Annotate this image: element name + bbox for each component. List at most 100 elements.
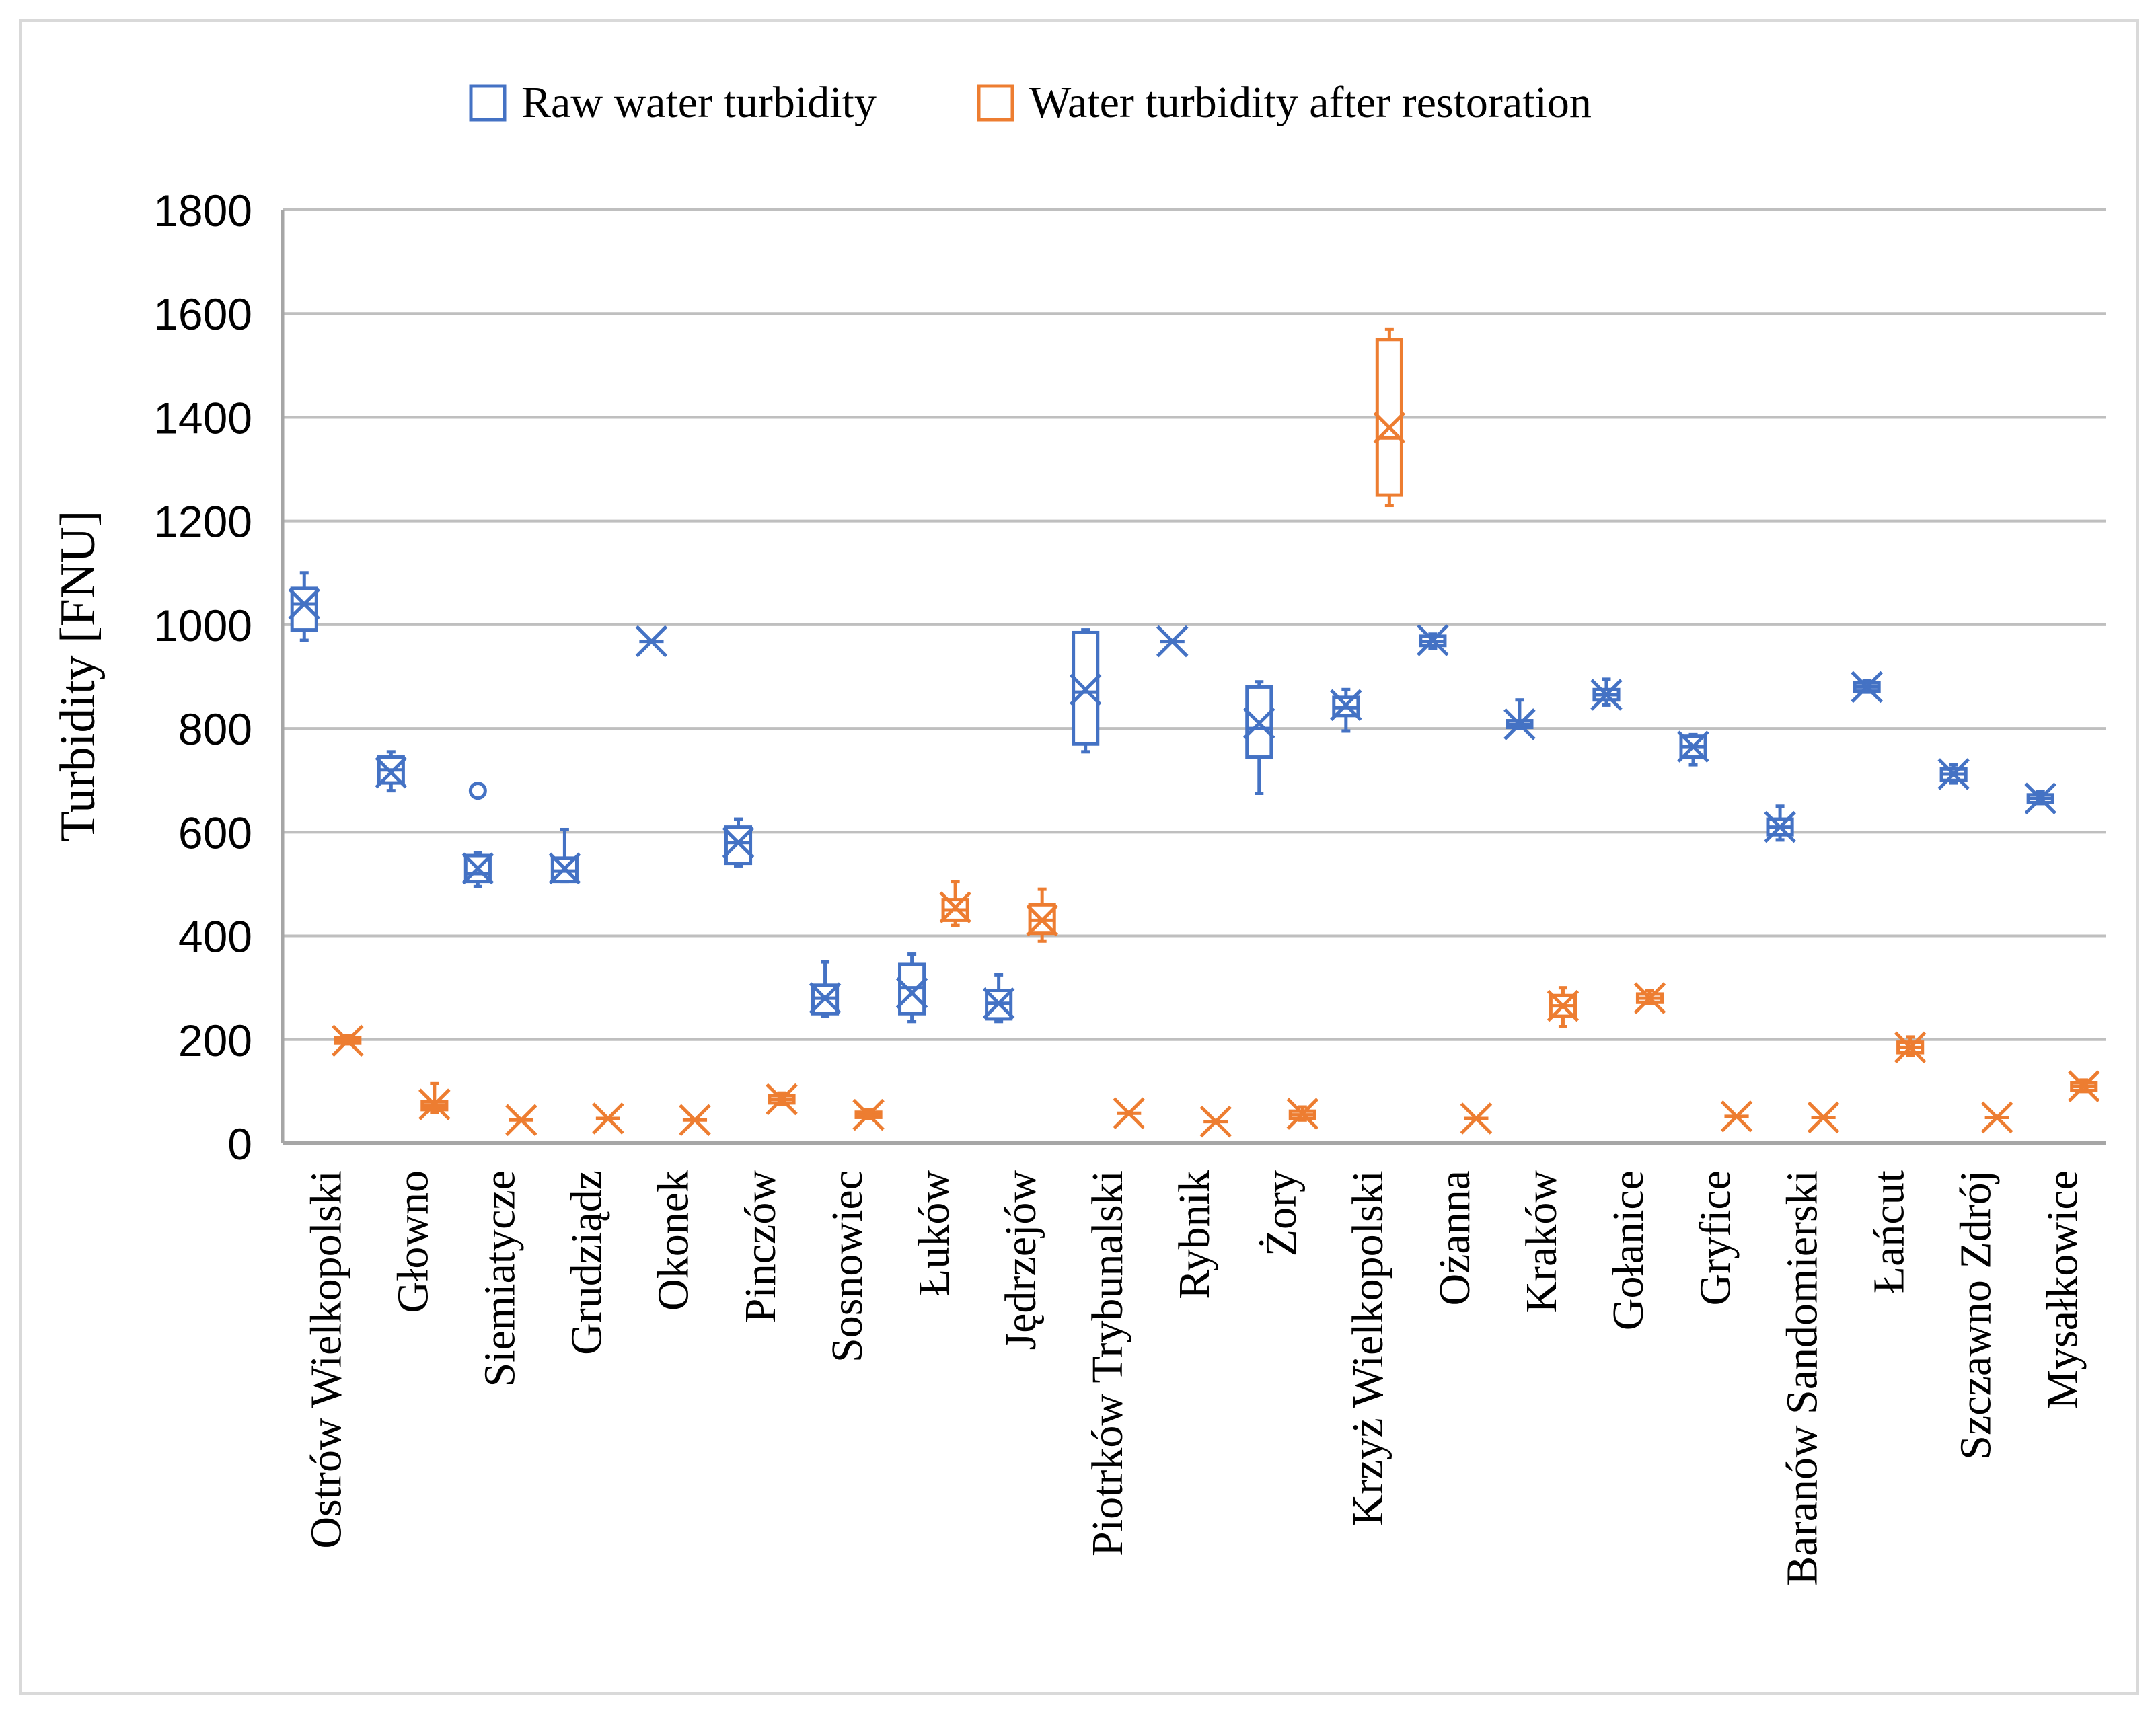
- y-tick-label: 1000: [153, 601, 252, 650]
- x-tick-label: Jędrzejów: [996, 1170, 1045, 1350]
- x-tick-label: Ostrów Wielkopolski: [302, 1170, 351, 1549]
- box-raw-2: [461, 782, 494, 888]
- mean-marker: [1807, 1101, 1840, 1134]
- x-tick-label-group: Gryfice: [1690, 1170, 1740, 1306]
- mean-marker: [1720, 1100, 1753, 1133]
- mean-marker: [505, 1104, 537, 1137]
- x-tick-label-group: Grudziądz: [562, 1170, 611, 1355]
- box-after-15: [1633, 982, 1666, 1014]
- x-tick-label-group: Jędrzejów: [996, 1170, 1045, 1350]
- mean-marker: [1026, 904, 1058, 937]
- x-tick-label-group: Rybnik: [1170, 1170, 1219, 1299]
- mean-marker: [1851, 671, 1883, 703]
- x-tick-label: Rybnik: [1170, 1170, 1219, 1299]
- box-raw-13: [1417, 624, 1449, 656]
- outlier-point: [468, 782, 487, 800]
- mean-marker: [982, 987, 1015, 1020]
- legend-item-raw: Raw water turbidity: [469, 78, 877, 127]
- x-tick-label-group: Szczawno Zdrój: [1951, 1170, 2000, 1460]
- axes: [281, 210, 2106, 1145]
- box-after-17: [1807, 1101, 1840, 1134]
- mean-marker: [375, 756, 408, 789]
- mean-marker: [1503, 708, 1536, 740]
- box-after-11: [1286, 1098, 1319, 1130]
- mean-marker: [1460, 1102, 1493, 1135]
- x-tick-label-group: Łuków: [909, 1170, 959, 1296]
- x-tick-label: Grudziądz: [562, 1170, 611, 1355]
- mean-marker: [1547, 989, 1579, 1022]
- box-raw-4: [635, 625, 668, 658]
- x-tick-label-group: Ostrów Wielkopolski: [302, 1170, 351, 1549]
- box-after-20: [2067, 1070, 2100, 1102]
- mean-marker: [548, 852, 581, 885]
- mean-marker: [332, 1024, 364, 1057]
- box-raw-8: [982, 973, 1015, 1024]
- x-tick-label-group: Żory: [1257, 1170, 1306, 1256]
- x-tick-label-group: Łańcut: [1864, 1170, 1913, 1293]
- x-tick-label: Gryfice: [1690, 1170, 1740, 1306]
- mean-marker: [1069, 673, 1102, 706]
- x-tick-label: Sosnowiec: [823, 1170, 872, 1363]
- mean-marker: [1417, 624, 1449, 656]
- box-after-19: [1980, 1101, 2013, 1134]
- mean-marker: [2067, 1070, 2100, 1102]
- box-after-5: [766, 1083, 798, 1116]
- box-after-0: [332, 1024, 364, 1057]
- y-tick-label: 800: [178, 704, 252, 754]
- chart-frame: [19, 19, 2139, 1695]
- y-tick-label: 1600: [153, 289, 252, 339]
- mean-marker: [418, 1088, 451, 1120]
- box-after-18: [1894, 1031, 1927, 1064]
- box-raw-1: [375, 750, 408, 793]
- box-after-8: [1026, 887, 1058, 943]
- mean-marker: [461, 852, 494, 885]
- x-tick-label: Gołanice: [1604, 1170, 1653, 1330]
- mean-marker: [1894, 1031, 1927, 1064]
- mean-marker: [1980, 1101, 2013, 1134]
- mean-marker: [1243, 707, 1275, 740]
- x-tick-label-group: Okonek: [649, 1170, 698, 1311]
- y-tick-label: 200: [178, 1016, 252, 1065]
- x-tick-label-group: Gołanice: [1604, 1170, 1653, 1330]
- box-after-3: [592, 1102, 624, 1135]
- x-tick-label-group: Baranów Sandomierski: [1777, 1170, 1826, 1586]
- x-tick-label: Głowno: [389, 1170, 438, 1313]
- x-tick-label: Krzyż Wielkopolski: [1343, 1170, 1392, 1527]
- legend-swatch: [977, 84, 1014, 122]
- legend-swatch: [469, 84, 507, 122]
- box-raw-10: [1156, 625, 1189, 658]
- box-after-4: [679, 1104, 711, 1137]
- x-tick-label: Siemiatycze: [476, 1170, 525, 1387]
- legend-label: Raw water turbidity: [521, 78, 877, 127]
- x-tick-label: Okonek: [649, 1170, 698, 1311]
- box-series: [288, 327, 2100, 1138]
- box-raw-11: [1243, 680, 1275, 795]
- mean-marker: [1633, 982, 1666, 1014]
- box-raw-6: [809, 960, 842, 1018]
- gridlines: [283, 208, 2106, 1041]
- mean-marker: [2024, 782, 2056, 814]
- x-tick-label-group: Mysałkowice: [2038, 1170, 2087, 1410]
- mean-marker: [939, 891, 971, 923]
- legend: Raw water turbidity Water turbidity after…: [469, 78, 1592, 127]
- x-tick-label: Baranów Sandomierski: [1777, 1170, 1826, 1586]
- x-tick-label-group: Kraków: [1517, 1170, 1566, 1313]
- box-raw-0: [288, 571, 321, 642]
- y-tick-label: 400: [178, 912, 252, 962]
- x-tick-label: Kraków: [1517, 1170, 1566, 1313]
- mean-marker: [635, 625, 668, 658]
- y-tick-labels: 0 200 400 600 800 1000 1200 1400 1600 1800: [153, 186, 252, 1169]
- y-tick-label: 600: [178, 808, 252, 858]
- mean-marker: [1286, 1098, 1319, 1130]
- x-tick-label-group: Krzyż Wielkopolski: [1343, 1170, 1392, 1527]
- box-raw-20: [2024, 782, 2056, 814]
- x-tick-label: Piotrków Trybunalski: [1083, 1170, 1132, 1556]
- mean-marker: [1937, 758, 1970, 790]
- y-tick-label: 1200: [153, 497, 252, 547]
- y-axis-title: Turbidity [FNU]: [50, 510, 106, 842]
- box-raw-17: [1764, 804, 1796, 843]
- mean-marker: [766, 1083, 798, 1116]
- x-tick-labels: Ostrów Wielkopolski Głowno Siemiatycze Grud…: [302, 1170, 2087, 1586]
